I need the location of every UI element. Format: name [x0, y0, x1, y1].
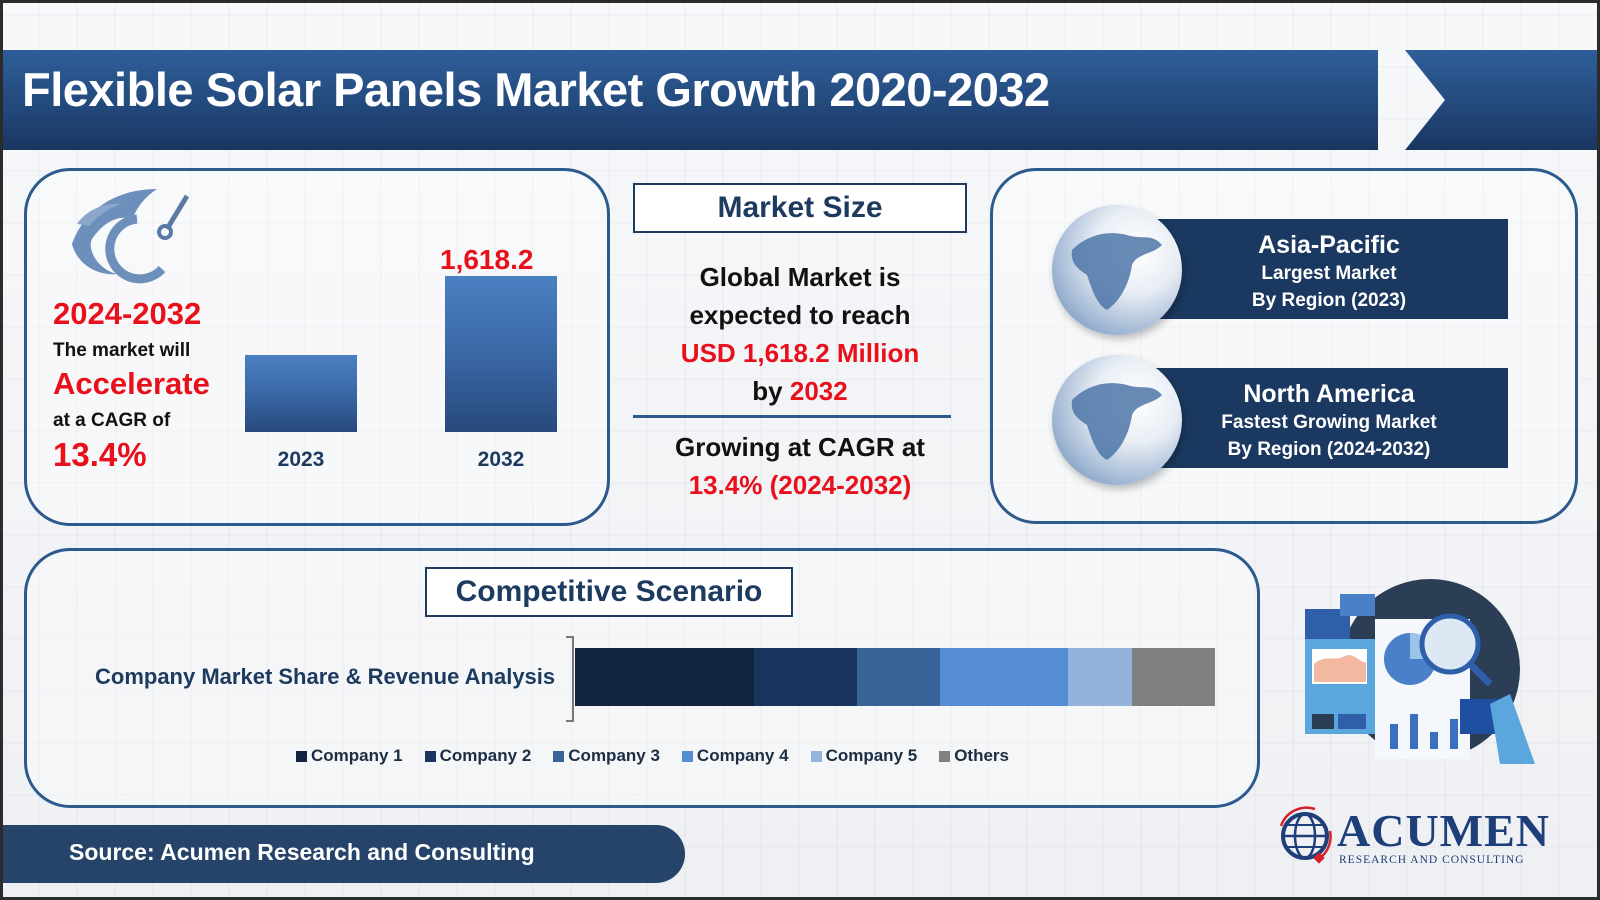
segment-company-3 — [856, 648, 940, 706]
source-banner: Source: Acumen Research and Consulting — [3, 825, 685, 883]
growth-cagr: 13.4% — [53, 436, 147, 473]
market-size-text: Global Market is expected to reach USD 1… — [620, 258, 980, 410]
region-line2: By Region (2024-2032) — [1227, 439, 1431, 460]
speedometer-icon — [72, 189, 190, 284]
bar-2032-value: 1,618.2 — [440, 244, 534, 275]
analytics-illustration-icon — [1305, 579, 1535, 764]
market-share-stacked-bar — [575, 648, 1215, 706]
region-line1: Largest Market — [1261, 263, 1397, 284]
logo-name: ACUMEN — [1337, 805, 1550, 856]
legend-item: Others — [939, 746, 1009, 766]
bar-2032 — [445, 276, 557, 432]
legend-item: Company 2 — [424, 746, 531, 766]
logo-globe-icon — [1279, 806, 1332, 864]
region-name: Asia-Pacific — [1258, 231, 1400, 259]
bar-2023 — [245, 355, 357, 432]
logo-tagline: RESEARCH AND CONSULTING — [1339, 854, 1525, 866]
segment-others — [1131, 648, 1215, 706]
growth-period: 2024-2032 — [53, 296, 202, 331]
region-line2: By Region (2023) — [1251, 290, 1407, 311]
chart-legend: Company 1 Company 2 Company 3 Company 4 … — [296, 746, 1009, 766]
competitive-row-label: Company Market Share & Revenue Analysis — [95, 664, 556, 689]
segment-company-4 — [939, 648, 1068, 706]
growth-highlight: Accelerate — [53, 366, 210, 401]
market-growth-line: Growing at CAGR at — [675, 432, 925, 462]
legend-item: Company 3 — [553, 746, 660, 766]
market-size-by: by — [752, 376, 783, 406]
segment-company-5 — [1067, 648, 1132, 706]
legend-item: Company 5 — [810, 746, 917, 766]
market-size-year: 2032 — [789, 376, 848, 406]
market-size-value: USD 1,618.2 Million — [680, 338, 920, 368]
market-size-line1: Global Market is — [699, 262, 901, 292]
region-card-north-america: North America Fastest Growing Market By … — [1150, 368, 1508, 468]
market-size-line2: expected to reach — [689, 300, 911, 330]
growth-line2: at a CAGR of — [53, 410, 171, 431]
page-title: Flexible Solar Panels Market Growth 2020… — [22, 63, 1050, 116]
legend-item: Company 4 — [681, 746, 789, 766]
region-name: North America — [1243, 380, 1415, 408]
segment-company-2 — [754, 648, 857, 706]
bar-label-2023: 2023 — [277, 448, 325, 471]
region-line1: Fastest Growing Market — [1221, 412, 1437, 433]
region-card-asia-pacific: Asia-Pacific Largest Market By Region (2… — [1150, 219, 1508, 319]
header-banner — [3, 50, 1378, 150]
competitive-heading: Competitive Scenario — [425, 567, 793, 617]
legend-item: Company 1 — [296, 746, 403, 766]
globe-icon — [1052, 355, 1182, 485]
globe-icon — [1052, 205, 1182, 335]
axis-bracket — [566, 636, 574, 722]
bar-label-2032: 2032 — [477, 448, 525, 471]
segment-company-1 — [575, 648, 755, 706]
divider — [633, 415, 951, 418]
acumen-logo: ACUMEN RESEARCH AND CONSULTING — [1275, 802, 1565, 872]
market-growth-value: 13.4% (2024-2032) — [688, 470, 912, 500]
market-growth-text: Growing at CAGR at 13.4% (2024-2032) — [620, 428, 980, 504]
growth-line1: The market will — [53, 340, 191, 361]
market-size-heading: Market Size — [633, 183, 967, 233]
